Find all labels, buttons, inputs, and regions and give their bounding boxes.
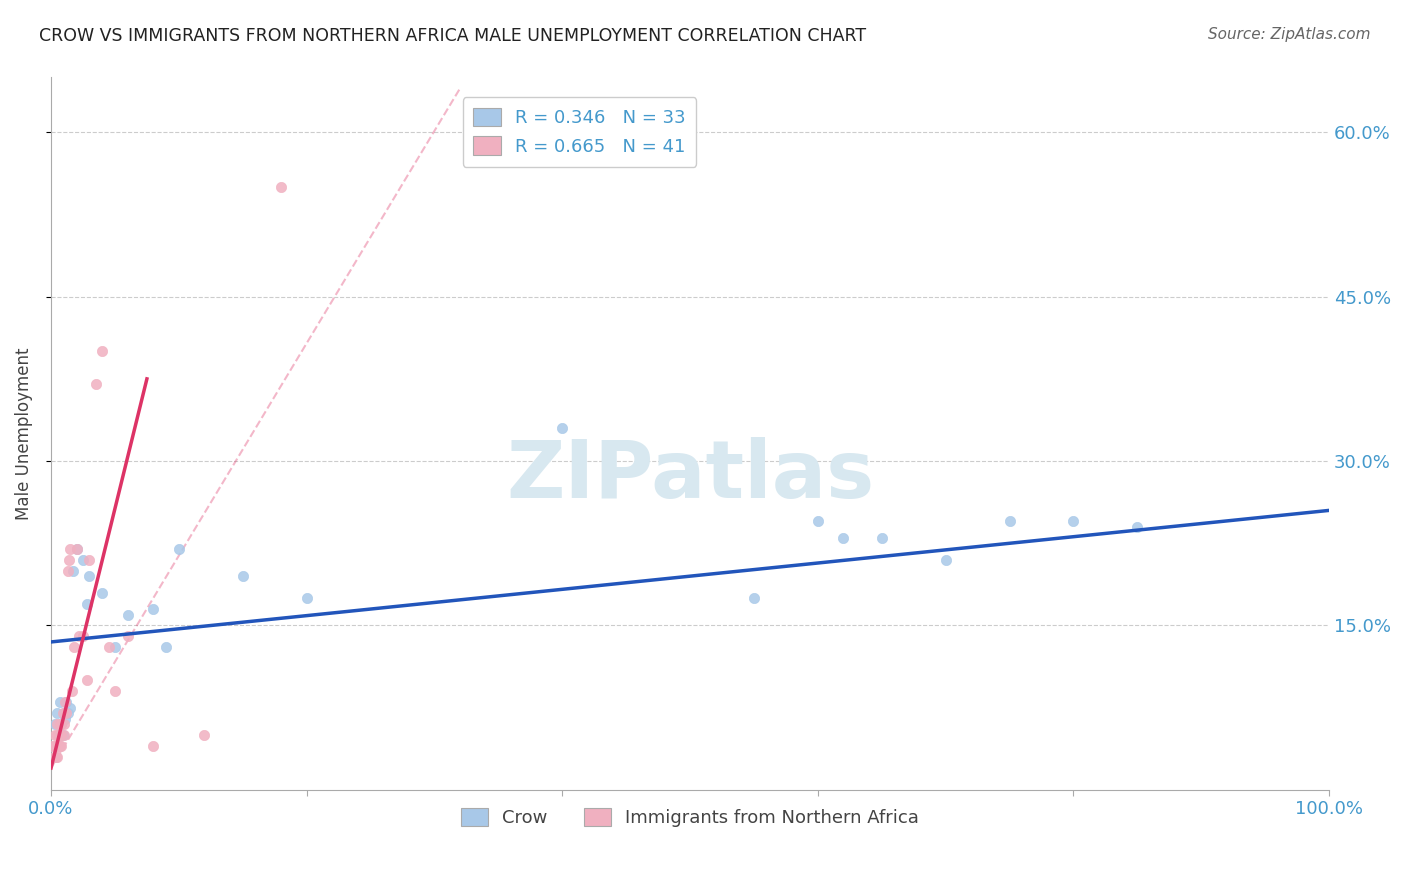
Point [76,597,98,611]
Point [53,712,76,726]
Point [52,706,75,721]
Text: CROW VS IMMIGRANTS FROM NORTHERN AFRICA MALE UNEMPLOYMENT CORRELATION CHART: CROW VS IMMIGRANTS FROM NORTHERN AFRICA … [39,27,866,45]
Point [53,695,76,709]
Point [56,706,79,721]
Point [46,739,69,753]
Point [1126,520,1149,534]
Point [55,706,77,721]
Point [59,541,82,556]
Y-axis label: Male Unemployment: Male Unemployment [15,347,32,520]
Point [42,750,65,764]
Point [46,706,69,721]
Point [155,640,177,655]
Point [551,421,574,435]
Point [60,684,83,698]
Point [46,750,69,764]
Legend: Crow, Immigrants from Northern Africa: Crow, Immigrants from Northern Africa [454,800,927,834]
Point [48,728,70,742]
Point [52,717,75,731]
Point [1062,514,1084,528]
Point [91,585,114,599]
Point [46,728,69,742]
Point [63,640,86,655]
Point [117,607,139,622]
Point [62,564,84,578]
Point [49,728,72,742]
Point [67,630,90,644]
Point [72,553,94,567]
Point [998,514,1021,528]
Point [48,739,70,753]
Point [870,531,893,545]
Point [65,541,87,556]
Point [45,739,67,753]
Point [49,717,72,731]
Point [41,739,63,753]
Point [84,377,107,392]
Point [104,684,127,698]
Point [167,541,190,556]
Point [295,591,318,606]
Point [51,728,73,742]
Point [97,640,120,655]
Point [76,673,98,688]
Point [49,695,72,709]
Point [72,630,94,644]
Point [193,728,215,742]
Point [232,569,254,583]
Point [48,728,70,742]
Point [51,728,73,742]
Point [55,695,77,709]
Point [45,750,67,764]
Point [51,717,73,731]
Text: ZIPatlas: ZIPatlas [506,437,875,516]
Point [742,591,765,606]
Point [44,739,66,753]
Point [49,739,72,753]
Point [58,553,80,567]
Point [104,640,127,655]
Text: Source: ZipAtlas.com: Source: ZipAtlas.com [1208,27,1371,42]
Point [79,569,101,583]
Point [117,630,139,644]
Point [832,531,855,545]
Point [56,564,79,578]
Point [270,180,292,194]
Point [142,602,165,616]
Point [807,514,830,528]
Point [59,700,82,714]
Point [91,344,114,359]
Point [51,717,73,731]
Point [52,728,75,742]
Point [44,728,66,742]
Point [142,739,165,753]
Point [79,553,101,567]
Point [935,553,957,567]
Point [65,541,87,556]
Point [46,717,69,731]
Point [51,706,73,721]
Point [44,717,66,731]
Point [51,739,73,753]
